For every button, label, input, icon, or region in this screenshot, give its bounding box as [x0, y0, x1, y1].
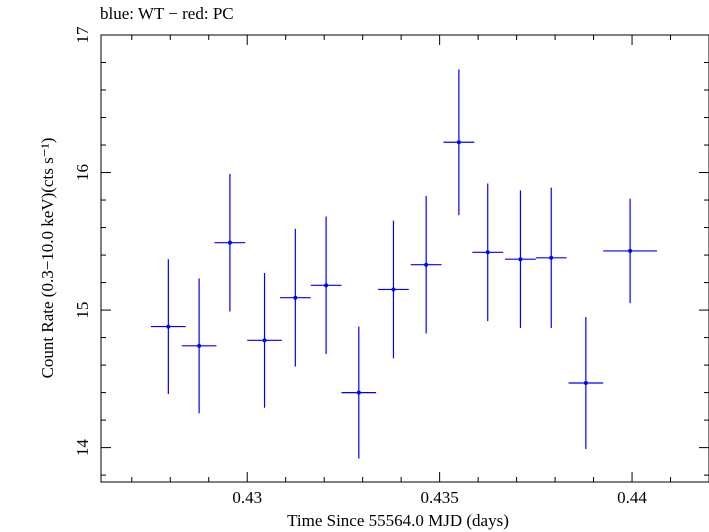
data-marker — [518, 257, 523, 262]
data-marker — [197, 343, 202, 348]
data-marker — [391, 287, 396, 292]
data-point — [603, 198, 658, 304]
data-marks — [151, 69, 658, 459]
x-tick-label: 0.44 — [617, 488, 647, 507]
data-marker — [324, 283, 329, 288]
plot-frame — [100, 34, 709, 483]
data-marker — [549, 255, 554, 260]
data-point — [410, 195, 442, 334]
axis-ticks: 0.43 0.435 0.44 14 15 16 17 — [73, 26, 709, 507]
data-marker — [293, 295, 298, 300]
data-point — [310, 216, 342, 355]
y-tick-label: 14 — [73, 439, 92, 457]
data-point — [247, 272, 282, 408]
y-tick-label: 15 — [73, 302, 92, 319]
data-point — [214, 173, 246, 312]
data-marker — [356, 390, 361, 395]
x-axis-label: Time Since 55564.0 MJD (days) — [287, 511, 509, 530]
y-axis-label: Count Rate (0.3−10.0 keV)(cts s⁻¹) — [38, 138, 57, 379]
data-marker — [166, 324, 171, 329]
data-marker — [262, 338, 267, 343]
data-point — [535, 187, 567, 328]
data-point — [472, 183, 504, 322]
data-point — [151, 259, 186, 394]
data-marker — [628, 248, 633, 253]
data-point — [279, 228, 311, 367]
data-marker — [456, 140, 461, 145]
data-point — [443, 69, 475, 216]
data-point — [378, 220, 409, 359]
data-marker — [583, 380, 588, 385]
data-point — [505, 190, 536, 328]
data-point — [568, 316, 604, 449]
y-tick-label: 17 — [73, 26, 92, 44]
x-tick-label: 0.435 — [421, 488, 459, 507]
y-tick-label: 16 — [73, 164, 92, 181]
data-marker — [485, 250, 490, 255]
x-tick-label: 0.43 — [232, 488, 262, 507]
chart-title: blue: WT − red: PC — [100, 4, 234, 23]
data-marker — [227, 240, 232, 245]
data-point — [341, 326, 377, 459]
data-marker — [424, 262, 429, 267]
data-point — [181, 278, 217, 414]
